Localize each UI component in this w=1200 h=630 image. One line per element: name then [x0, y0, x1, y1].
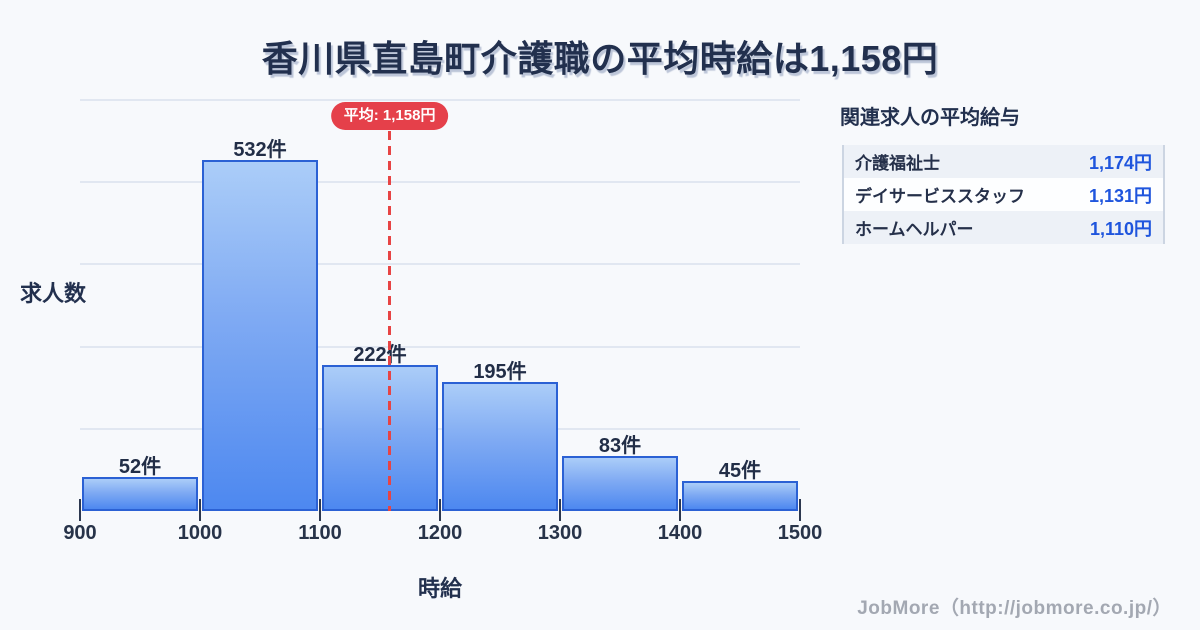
bar-count-label: 222件: [353, 343, 407, 366]
h-gridline: [80, 427, 800, 430]
histogram-bar: [562, 456, 678, 511]
h-gridline: [80, 345, 800, 348]
x-axis-tick: [319, 499, 321, 521]
related-job-title: デイサービススタッフ: [855, 187, 1025, 206]
x-tick-label: 1400: [657, 522, 703, 544]
x-axis-tick: [199, 499, 201, 521]
bar-count-label: 45件: [718, 460, 762, 483]
h-gridline: [80, 99, 800, 101]
histogram-bar: [682, 481, 798, 511]
credit-footer: JobMore（http://jobmore.co.jp/）: [857, 598, 1172, 619]
x-axis-tick: [559, 499, 561, 521]
histogram-bar: [442, 382, 558, 511]
page-title: 香川県直島町介護職の平均時給は1,158円: [261, 38, 939, 79]
x-tick-label: 1200: [417, 522, 463, 544]
x-tick-label: 1500: [777, 522, 823, 544]
related-jobs-panel-header: 関連求人の平均給与: [840, 107, 1020, 129]
related-job-wage: 1,174円: [1088, 152, 1152, 173]
related-job-wage: 1,131円: [1088, 185, 1152, 206]
average-badge: 平均: 1,158円: [330, 102, 449, 130]
related-job-row: デイサービススタッフ 1,131円: [844, 178, 1163, 211]
h-gridline: [80, 263, 800, 266]
x-axis-tick: [439, 499, 441, 521]
histogram-bar: [322, 364, 438, 511]
related-job-title: ホームヘルパー: [855, 220, 974, 239]
x-tick-label: 1000: [177, 522, 223, 544]
x-tick-label: 900: [63, 522, 97, 544]
x-tick-label: 1100: [298, 522, 342, 544]
y-axis-label: 求人数: [20, 281, 87, 306]
related-job-wage: 1,110円: [1089, 218, 1152, 239]
related-job-title: 介護福祉士: [855, 154, 940, 173]
average-dashed-line: [388, 131, 392, 511]
bar-count-label: 532件: [233, 139, 287, 162]
x-axis-label: 時給: [417, 576, 462, 601]
related-jobs-panel: 介護福祉士 1,174円デイサービススタッフ 1,131円ホームヘルパー 1,110円: [842, 145, 1165, 244]
histogram-bar: [82, 476, 198, 511]
x-axis-tick: [799, 499, 801, 521]
bar-count-label: 52件: [118, 455, 162, 478]
h-gridline: [80, 181, 800, 184]
related-job-row: 介護福祉士 1,174円: [844, 145, 1163, 178]
related-job-row: ホームヘルパー 1,110円: [844, 211, 1163, 244]
x-tick-label: 1300: [537, 522, 583, 544]
x-axis-tick: [79, 499, 81, 521]
x-axis-tick: [679, 499, 681, 521]
bar-count-label: 83件: [598, 435, 642, 458]
histogram-bar: [202, 160, 318, 511]
bar-count-label: 195件: [473, 361, 527, 384]
